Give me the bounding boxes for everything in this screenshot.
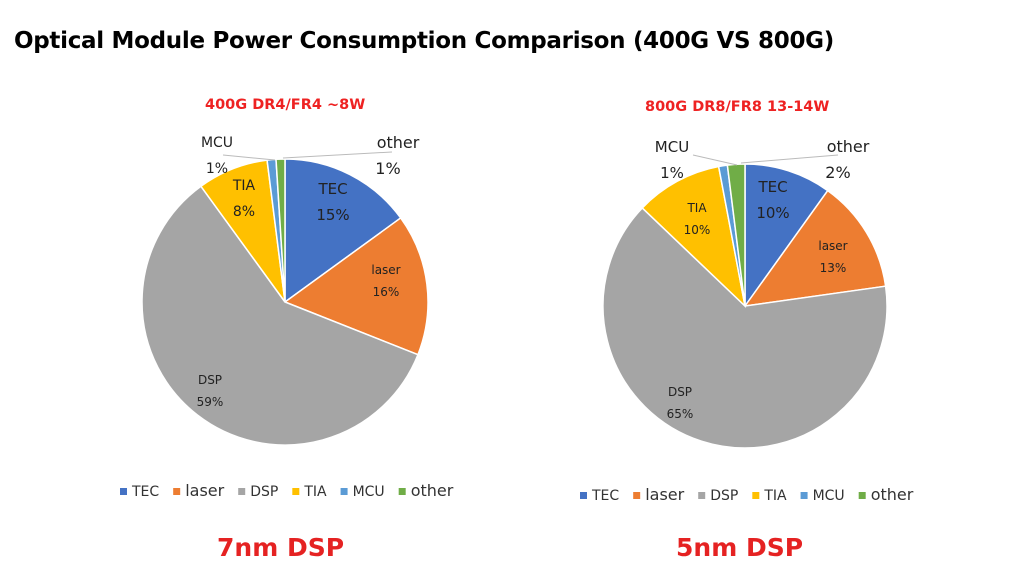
- legend-swatch-mcu: [340, 488, 348, 495]
- slice-tec: [744, 163, 829, 309]
- chart-2-footer: 5nm DSP: [676, 533, 804, 562]
- slice-laser: [283, 216, 429, 356]
- legend-label-other: other: [871, 485, 914, 504]
- slice-tec: [284, 158, 402, 304]
- slice-other: [726, 163, 746, 307]
- slice-value-mcu: 1%: [660, 164, 684, 182]
- pie-chart-1: TEC 15% laser 16% DSP 59% TIA 8% MCU 1% other 1%: [141, 133, 429, 446]
- legend-label-tia: TIA: [763, 488, 787, 504]
- slice-value-laser: 16%: [373, 285, 400, 299]
- slice-label-tec: TEC: [757, 178, 787, 196]
- legend-swatch-dsp: [238, 488, 246, 495]
- slice-laser: [743, 189, 887, 307]
- slice-value-dsp: 65%: [667, 407, 694, 421]
- legend-swatch-other: [398, 488, 406, 495]
- legend-1: TEC laser DSP TIA MCU other: [120, 481, 454, 500]
- slice-dsp: [602, 206, 888, 449]
- legend-label-mcu: MCU: [353, 484, 385, 500]
- chart-1-title: 400G DR4/FR4 ~8W: [205, 97, 366, 113]
- slice-label-mcu: MCU: [655, 138, 689, 156]
- slice-value-tec: 10%: [756, 204, 789, 222]
- legend-label-tia: TIA: [303, 484, 327, 500]
- chart-2-title: 800G DR8/FR8 13-14W: [645, 99, 830, 115]
- slice-value-other: 1%: [375, 159, 400, 178]
- legend-swatch-tia: [292, 488, 300, 495]
- pie-chart-2: TEC 10% laser 13% DSP 65% TIA 10% MCU 1% other 2%: [602, 137, 888, 449]
- slice-label-other: other: [827, 137, 870, 156]
- slice-value-mcu: 1%: [206, 161, 228, 177]
- leader-line: [692, 154, 738, 166]
- legend-label-dsp: DSP: [250, 484, 278, 500]
- slice-label-dsp: DSP: [198, 373, 222, 387]
- legend-swatch-laser: [173, 488, 181, 495]
- legend-swatch-dsp: [698, 492, 706, 499]
- chart-1-footer: 7nm DSP: [217, 533, 345, 562]
- legend-label-mcu: MCU: [813, 488, 845, 504]
- slice-label-dsp: DSP: [668, 385, 692, 399]
- slice-label-mcu: MCU: [201, 135, 233, 151]
- slice-value-laser: 13%: [820, 261, 847, 275]
- slice-label-other: other: [377, 133, 420, 152]
- legend-label-laser: laser: [645, 485, 684, 504]
- slice-value-tec: 15%: [316, 206, 349, 224]
- legend-label-laser: laser: [185, 481, 224, 500]
- slice-label-laser: laser: [371, 263, 400, 277]
- legend-swatch-tia: [752, 492, 760, 499]
- slice-value-other: 2%: [825, 163, 850, 182]
- slice-dsp: [141, 185, 419, 446]
- legend-label-tec: TEC: [131, 484, 159, 500]
- legend-label-other: other: [411, 481, 454, 500]
- leader-line: [740, 154, 839, 164]
- legend-label-tec: TEC: [591, 488, 619, 504]
- slice-label-tia: TIA: [232, 178, 256, 194]
- leader-line: [282, 151, 393, 159]
- legend-2: TEC laser DSP TIA MCU other: [580, 485, 914, 504]
- slice-label-tec: TEC: [317, 180, 347, 198]
- slice-label-laser: laser: [818, 239, 847, 253]
- slice-label-tia: TIA: [686, 201, 707, 215]
- leader-line: [222, 154, 276, 161]
- legend-swatch-other: [858, 492, 866, 499]
- slice-value-tia: 8%: [233, 204, 255, 220]
- legend-swatch-mcu: [800, 492, 808, 499]
- slice-tia: [641, 165, 747, 309]
- legend-swatch-tec: [120, 488, 127, 495]
- legend-swatch-tec: [580, 492, 587, 499]
- slice-value-tia: 10%: [684, 223, 711, 237]
- legend-label-dsp: DSP: [710, 488, 738, 504]
- slice-other: [275, 158, 286, 303]
- slice-value-dsp: 59%: [197, 395, 224, 409]
- legend-swatch-laser: [633, 492, 641, 499]
- page-title: Optical Module Power Consumption Compari…: [14, 28, 834, 54]
